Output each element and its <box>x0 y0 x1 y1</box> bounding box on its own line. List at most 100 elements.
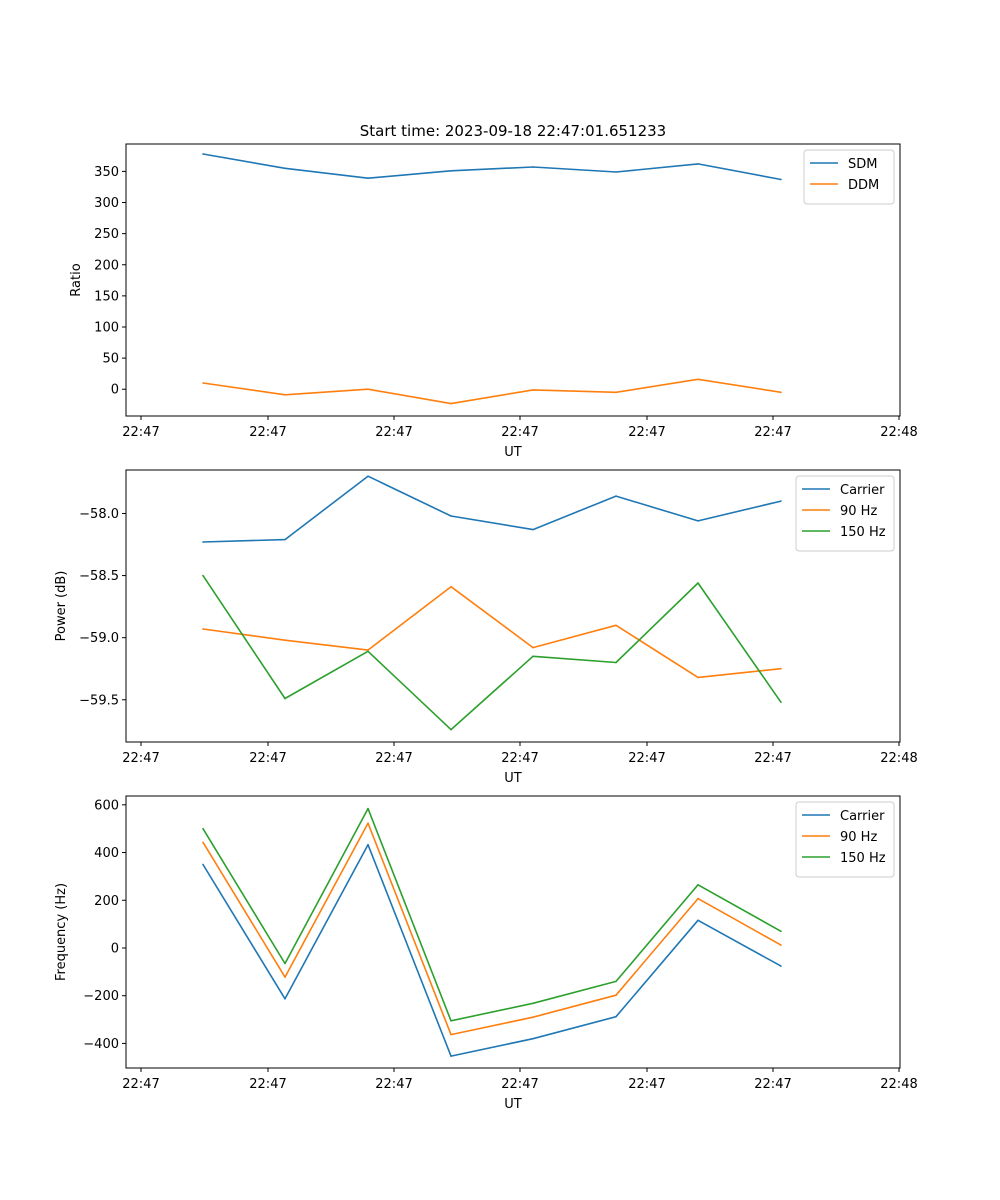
x-tick-label: 22:47 <box>249 425 286 440</box>
x-axis-label: UT <box>504 1097 522 1112</box>
axes-frame <box>125 795 901 1069</box>
y-tick-label: 0 <box>111 941 119 956</box>
data-point <box>450 1055 452 1057</box>
data-point <box>780 391 782 394</box>
axes-frame <box>125 469 901 743</box>
y-tick-label: 50 <box>102 352 119 367</box>
data-point <box>450 515 452 517</box>
data-point <box>367 807 369 810</box>
series-line-sdm <box>202 153 782 181</box>
x-tick-label: 22:47 <box>628 751 665 766</box>
data-point <box>367 843 369 846</box>
data-point <box>697 582 699 584</box>
data-point <box>615 624 617 627</box>
data-point <box>615 171 617 173</box>
axes-frame <box>125 143 901 417</box>
series-line-90-hz <box>202 822 782 1036</box>
y-axis-label: Power (dB) <box>54 571 69 642</box>
data-point <box>615 661 617 664</box>
data-point <box>532 1002 534 1005</box>
series-line-carrier <box>202 843 782 1057</box>
data-point <box>780 500 782 502</box>
data-point <box>450 728 452 731</box>
legend-box <box>795 801 895 878</box>
figure-title: Start time: 2023-09-18 22:47:01.651233 <box>360 122 666 140</box>
data-point <box>780 930 782 933</box>
x-tick-label: 22:48 <box>880 1077 917 1092</box>
data-point <box>202 863 204 866</box>
data-point <box>202 541 204 543</box>
y-axis-label: Frequency (Hz) <box>54 883 69 981</box>
data-point <box>532 1037 534 1040</box>
data-point <box>532 389 534 391</box>
data-point <box>450 1033 452 1036</box>
x-tick-label: 22:47 <box>249 1077 286 1092</box>
data-point <box>367 177 369 180</box>
data-point <box>284 697 286 700</box>
data-point <box>202 382 204 384</box>
data-point <box>284 394 286 396</box>
y-tick-label: 150 <box>94 289 119 304</box>
y-tick-label: 250 <box>94 227 119 242</box>
x-tick-label: 22:47 <box>628 1077 665 1092</box>
legend: SDM DDM <box>803 149 895 205</box>
data-point <box>284 998 286 1000</box>
data-point <box>780 944 782 946</box>
data-point <box>697 163 699 165</box>
legend-label: 150 Hz <box>840 525 886 540</box>
x-tick-label: 22:47 <box>122 1077 159 1092</box>
legend-label: 150 Hz <box>840 851 886 866</box>
subplot-2: 22:47 22:47 22:47 22:47 22:47 22:47 22:48 UT −58… <box>54 469 918 786</box>
y-tick-label: 0 <box>111 383 119 398</box>
y-tick-label: 600 <box>94 798 119 813</box>
legend-box <box>795 475 895 552</box>
series-line-carrier <box>202 475 782 543</box>
x-tick-label: 22:47 <box>501 425 538 440</box>
x-axis-label: UT <box>504 771 522 786</box>
subplots-container: 22:47 22:47 22:47 22:47 22:47 22:47 22:48 UT 0 50… <box>54 143 918 1112</box>
data-point <box>450 402 452 405</box>
data-point <box>284 962 286 965</box>
x-tick-label: 22:48 <box>880 751 917 766</box>
series-line-ddm <box>202 378 782 405</box>
data-point <box>450 585 452 588</box>
data-point <box>697 919 699 922</box>
data-point <box>367 388 369 391</box>
series-line-150-hz <box>202 575 782 731</box>
data-point <box>367 650 369 653</box>
x-axis-label: UT <box>504 445 522 460</box>
y-tick-label: 400 <box>94 846 119 861</box>
series-line-150-hz <box>202 807 782 1022</box>
x-tick-label: 22:47 <box>375 751 412 766</box>
y-tick-label: −59.5 <box>79 693 119 708</box>
data-point <box>284 639 286 641</box>
data-point <box>202 574 204 577</box>
x-tick-label: 22:47 <box>375 425 412 440</box>
data-point <box>780 701 782 704</box>
data-point <box>367 822 369 824</box>
y-axis-label: Ratio <box>69 263 84 296</box>
data-point <box>615 994 617 997</box>
data-point <box>532 646 534 649</box>
data-point <box>615 980 617 983</box>
subplot-3: 22:47 22:47 22:47 22:47 22:47 22:47 22:48 UT −40… <box>54 795 918 1112</box>
data-point <box>780 667 782 670</box>
data-point <box>780 965 782 967</box>
x-tick-label: 22:47 <box>249 751 286 766</box>
x-tick-label: 22:47 <box>501 1077 538 1092</box>
y-tick-label: −400 <box>83 1037 119 1052</box>
legend-label: SDM <box>848 157 877 172</box>
y-tick-label: −200 <box>83 989 119 1004</box>
y-tick-label: 300 <box>94 196 119 211</box>
data-point <box>202 827 204 830</box>
data-point <box>284 976 286 978</box>
data-point <box>367 475 369 478</box>
data-point <box>697 676 699 679</box>
data-point <box>697 378 699 381</box>
y-tick-label: −58.0 <box>79 507 119 522</box>
series-line-90-hz <box>202 585 782 679</box>
data-point <box>615 495 617 497</box>
x-tick-label: 22:47 <box>628 425 665 440</box>
x-tick-label: 22:47 <box>501 751 538 766</box>
